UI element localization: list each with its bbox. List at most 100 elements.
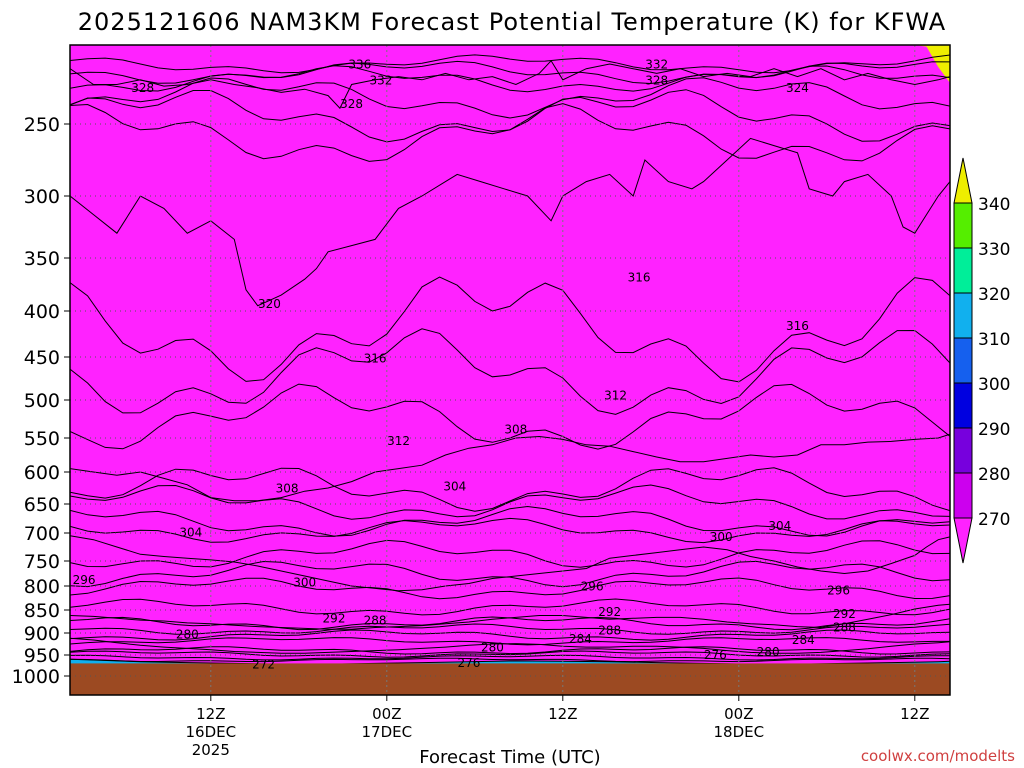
ground-fill xyxy=(70,663,950,695)
y-tick-label: 900 xyxy=(24,623,60,645)
grid-lines xyxy=(70,45,950,695)
isentrope-300 xyxy=(70,535,950,592)
colorbar-box xyxy=(953,292,973,339)
contour-label: 328 xyxy=(645,73,668,87)
contour-label: 308 xyxy=(276,482,299,496)
isentrope-320 xyxy=(70,137,950,307)
contour-label: 284 xyxy=(569,632,592,646)
x-date-label: 17DEC xyxy=(362,723,413,741)
contour-label: 288 xyxy=(364,614,387,628)
contour-label: 276 xyxy=(457,656,480,670)
filled-layers xyxy=(70,45,950,665)
isentrope-278 xyxy=(70,646,950,655)
isentrope-332 xyxy=(70,65,950,93)
contour-label: 276 xyxy=(704,648,727,662)
contour-labels: 336 332 328 328 332 328 324 320 316 316 316 312 312 3… xyxy=(73,57,856,671)
isentrope-304 xyxy=(70,505,950,537)
y-tick-label: 550 xyxy=(24,428,60,450)
x-tick-label: 12Z xyxy=(900,705,929,723)
y-axis: 2503003504004505005506006507007508008509… xyxy=(12,114,70,688)
colorbar-label: 310 xyxy=(978,330,1010,350)
y-tick-label: 950 xyxy=(24,645,60,667)
x-tick-label: 12Z xyxy=(196,705,225,723)
isentrope-296 xyxy=(70,560,950,588)
isentrope-282 xyxy=(70,637,950,646)
contour-label: 304 xyxy=(179,525,202,539)
y-tick-label: 400 xyxy=(24,301,60,323)
contour-label: 288 xyxy=(598,623,621,637)
contour-label: 324 xyxy=(786,81,809,95)
isentrope-280 xyxy=(70,637,950,654)
theta-layer-270 xyxy=(70,45,950,665)
isentrope-316 xyxy=(70,276,950,383)
y-tick-label: 800 xyxy=(24,576,60,598)
x-year-label: 2025 xyxy=(192,741,230,759)
plot-area: 336 332 328 328 332 328 324 320 316 316 316 312 312 3… xyxy=(70,45,950,695)
colorbar-label: 270 xyxy=(978,510,1010,530)
contour-label: 336 xyxy=(348,57,371,71)
contour-label: 332 xyxy=(645,57,668,71)
contour-label: 312 xyxy=(387,434,410,448)
colorbar-box xyxy=(953,202,973,249)
colorbar-box xyxy=(953,382,973,429)
colorbar-label: 300 xyxy=(978,375,1010,395)
contour-label: 316 xyxy=(364,351,387,365)
contour-label: 320 xyxy=(258,297,281,311)
contour-label: 288 xyxy=(833,621,856,635)
contour-label: 312 xyxy=(604,388,627,402)
isentrope-302 xyxy=(70,517,950,544)
colorbar-box xyxy=(953,337,973,384)
contour-label: 300 xyxy=(710,530,733,544)
contour-label: 316 xyxy=(786,319,809,333)
isentrope-330 xyxy=(70,59,950,110)
contour-label: 296 xyxy=(73,573,96,587)
y-tick-label: 750 xyxy=(24,551,60,573)
isentrope-308 xyxy=(70,467,950,512)
contour-label: 272 xyxy=(252,657,275,671)
contour-label: 292 xyxy=(323,611,346,625)
x-tick-label: 12Z xyxy=(548,705,577,723)
contour-label: 296 xyxy=(827,583,850,597)
colorbar-box xyxy=(953,472,973,519)
contour-label: 280 xyxy=(176,627,199,641)
colorbar-label: 320 xyxy=(978,285,1010,305)
x-tick-label: 00Z xyxy=(372,705,401,723)
x-date-label: 16DEC xyxy=(186,723,237,741)
contour-label: 292 xyxy=(833,607,856,621)
isentrope-272 xyxy=(70,657,950,663)
y-tick-label: 850 xyxy=(24,600,60,622)
contour-label: 304 xyxy=(443,480,466,494)
y-tick-label: 350 xyxy=(24,248,60,270)
contour-label: 300 xyxy=(293,576,316,590)
contour-label: 304 xyxy=(768,519,791,533)
colorbar-label: 340 xyxy=(978,195,1010,215)
contour-label: 328 xyxy=(340,97,363,111)
y-tick-label: 500 xyxy=(24,390,60,412)
colorbar-label: 330 xyxy=(978,240,1010,260)
contour-label: 296 xyxy=(581,580,604,594)
isentrope-lines xyxy=(70,54,950,665)
contour-label: 308 xyxy=(504,422,527,436)
contour-label: 332 xyxy=(369,73,392,87)
isentrope-306 xyxy=(70,484,950,520)
y-tick-label: 250 xyxy=(24,114,60,136)
contour-label: 292 xyxy=(598,605,621,619)
colorbar-label: 290 xyxy=(978,420,1010,440)
contour-label: 280 xyxy=(757,645,780,659)
isentrope-324 xyxy=(70,103,950,162)
y-tick-label: 650 xyxy=(24,494,60,516)
colorbar-label: 280 xyxy=(978,465,1010,485)
colorbar-high-triangle xyxy=(953,157,973,204)
y-tick-label: 600 xyxy=(24,462,60,484)
isentrope-314 xyxy=(70,328,950,415)
plot-frame xyxy=(69,44,951,696)
contour-label: 280 xyxy=(481,641,504,655)
isentrope-294 xyxy=(70,577,950,600)
isentrope-328 xyxy=(70,77,950,119)
y-tick-label: 1000 xyxy=(12,666,60,688)
contour-label: 328 xyxy=(131,81,154,95)
colorbar-box xyxy=(953,427,973,474)
contour-label: 316 xyxy=(628,271,651,285)
